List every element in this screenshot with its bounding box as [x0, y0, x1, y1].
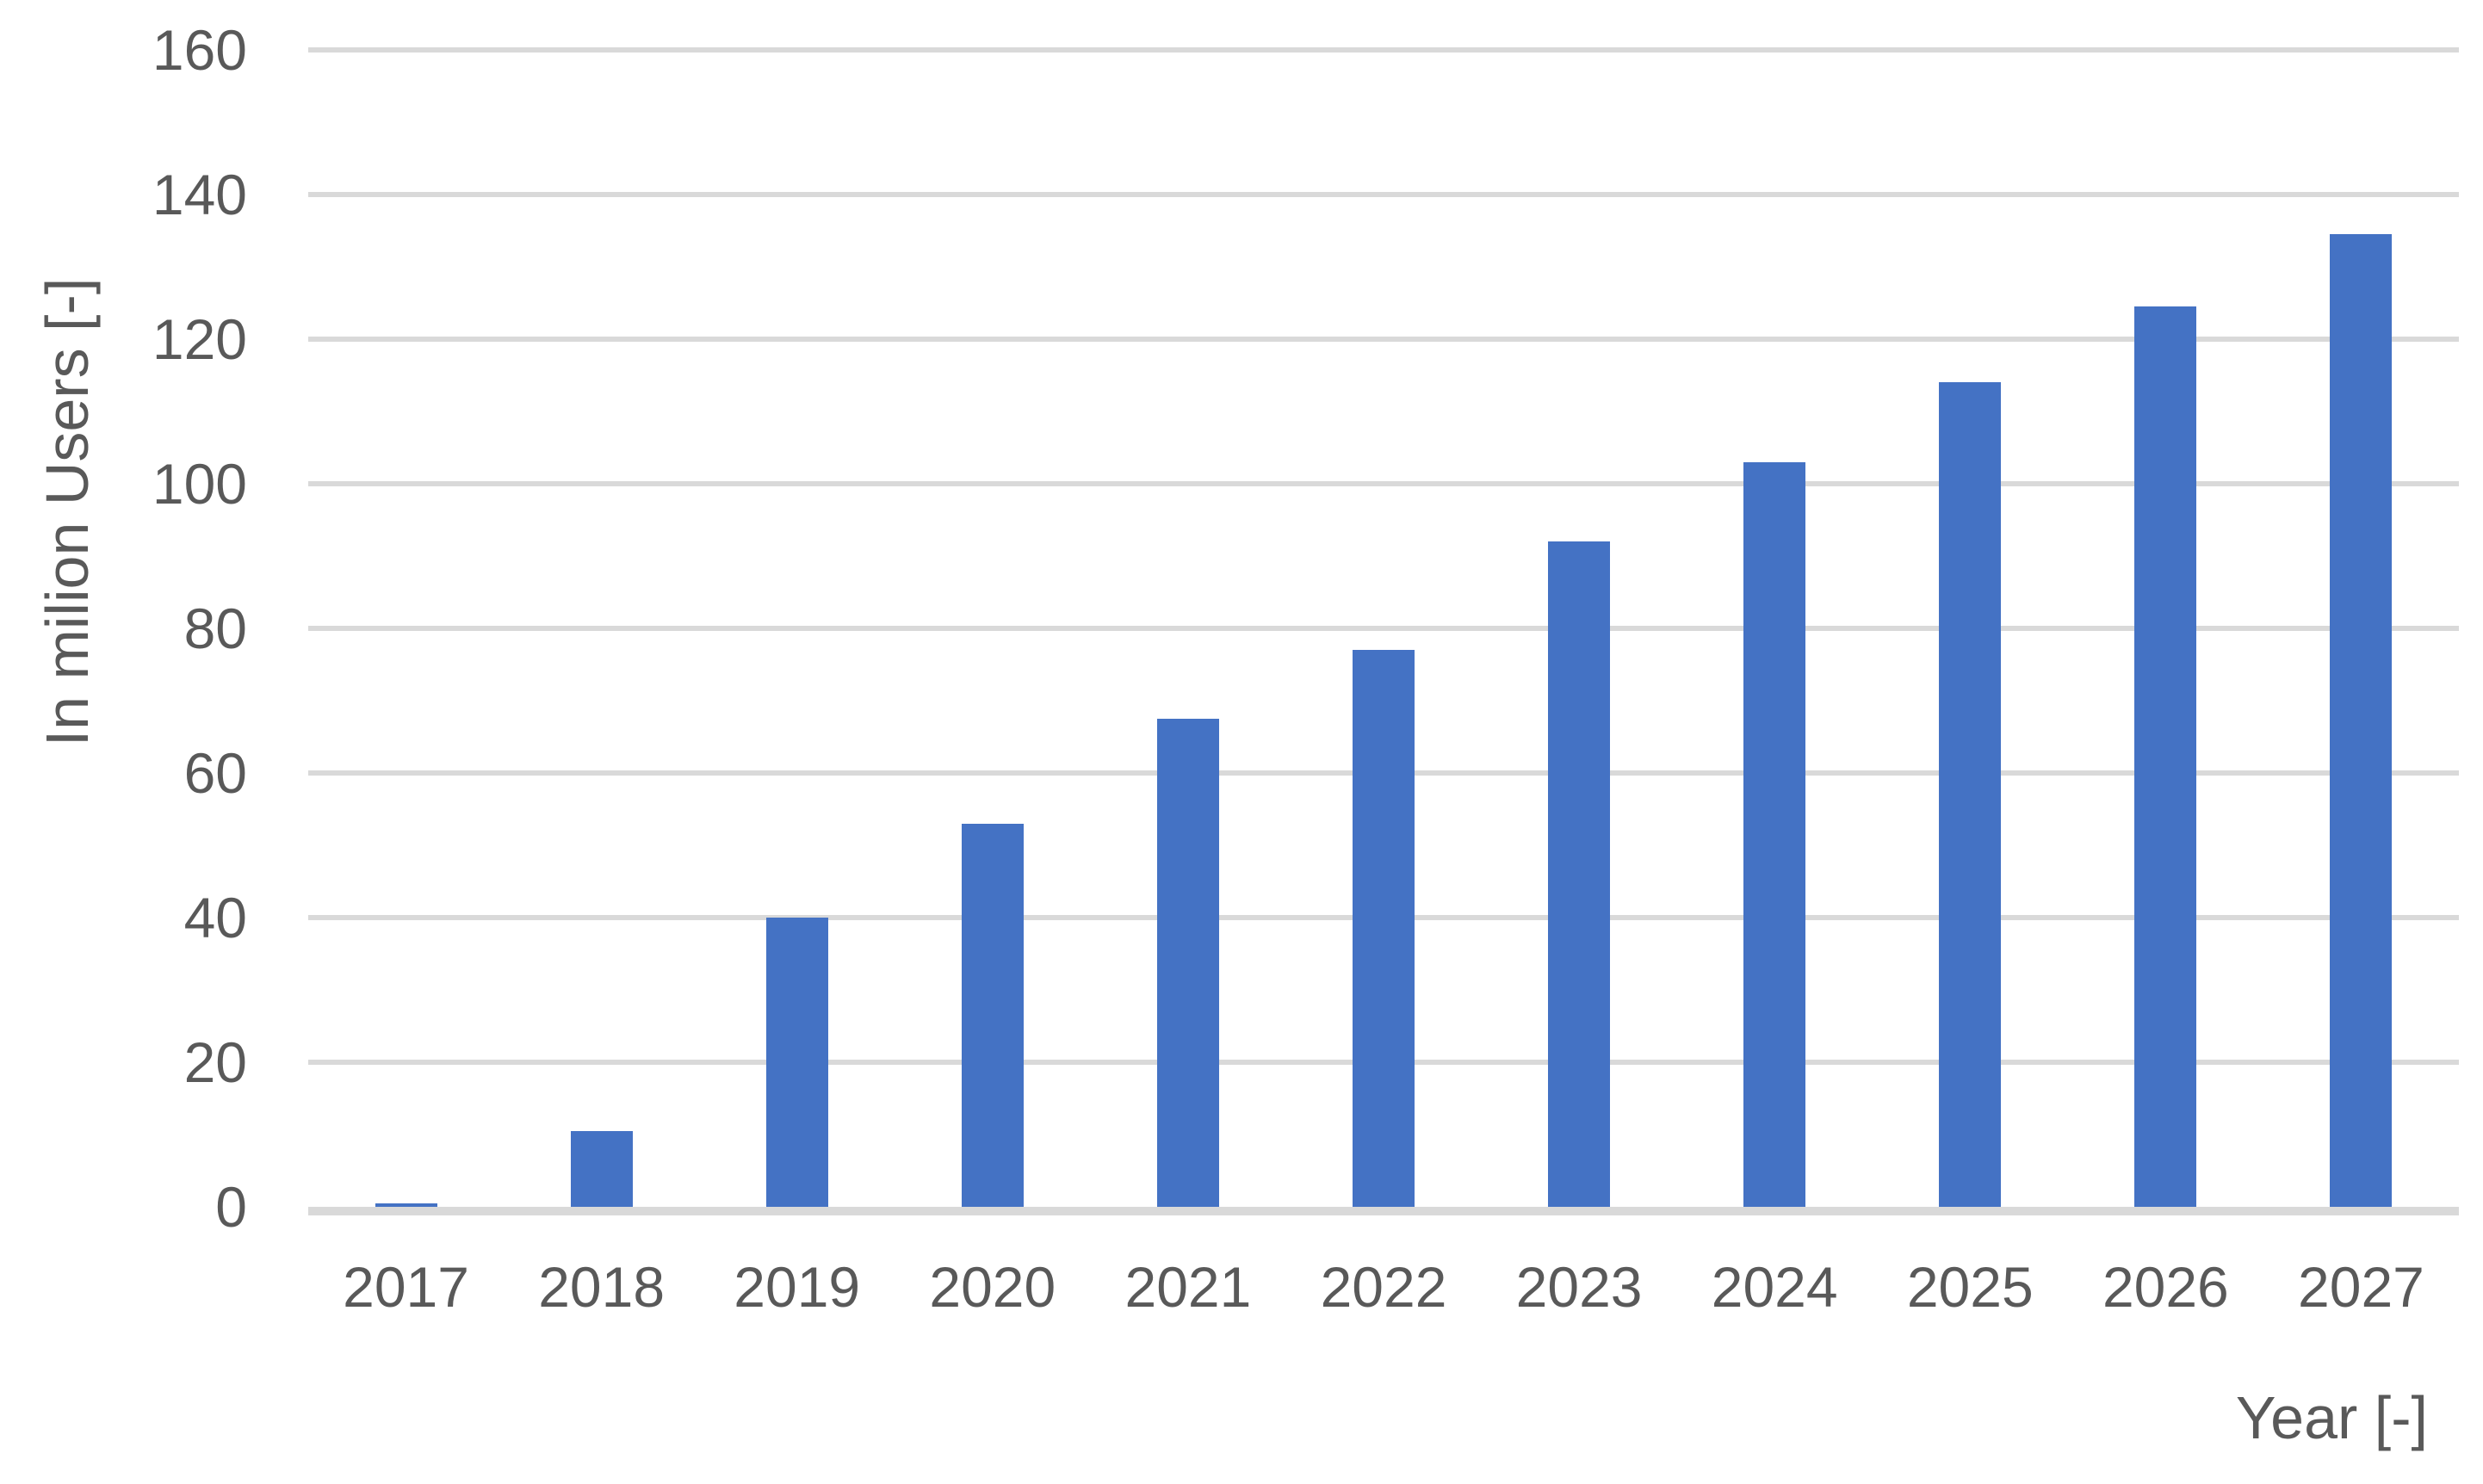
bar-2017 [375, 1203, 437, 1207]
x-tick-2027: 2027 [2298, 1255, 2424, 1319]
y-tick-0: 0 [215, 1175, 247, 1239]
gridline-120 [308, 337, 2459, 342]
y-tick-60: 60 [183, 741, 247, 805]
bar-2023 [1548, 541, 1611, 1207]
gridline-80 [308, 626, 2459, 631]
bar-2022 [1353, 650, 1415, 1207]
y-tick-140: 140 [152, 163, 247, 226]
x-tick-2020: 2020 [929, 1255, 1056, 1319]
y-tick-120: 120 [152, 307, 247, 371]
gridline-140 [308, 192, 2459, 197]
bar-2024 [1743, 461, 1806, 1207]
gridline-100 [308, 481, 2459, 486]
bar-2020 [961, 823, 1024, 1207]
x-tick-2026: 2026 [2102, 1255, 2229, 1319]
y-tick-20: 20 [183, 1030, 247, 1094]
x-tick-2021: 2021 [1124, 1255, 1252, 1319]
bar-2021 [1156, 719, 1219, 1207]
x-tick-2017: 2017 [343, 1255, 469, 1319]
x-axis-title: Year [-] [2235, 1384, 2428, 1451]
y-tick-80: 80 [183, 597, 247, 660]
y-tick-160: 160 [152, 18, 247, 82]
x-tick-2023: 2023 [1515, 1255, 1643, 1319]
x-tick-2019: 2019 [734, 1255, 861, 1319]
bar-2027 [2330, 234, 2393, 1207]
bar-2025 [1939, 382, 2002, 1207]
y-tick-100: 100 [152, 452, 247, 516]
y-tick-40: 40 [183, 886, 247, 949]
x-axis-line [308, 1207, 2459, 1215]
x-tick-2024: 2024 [1711, 1255, 1838, 1319]
bar-2019 [765, 918, 828, 1207]
plot-area [308, 47, 2459, 1215]
x-tick-2025: 2025 [1906, 1255, 2034, 1319]
gridline-160 [308, 47, 2459, 53]
bar-2026 [2134, 306, 2197, 1207]
x-tick-2018: 2018 [538, 1255, 666, 1319]
bar-2018 [570, 1130, 633, 1207]
x-tick-2022: 2022 [1320, 1255, 1447, 1319]
